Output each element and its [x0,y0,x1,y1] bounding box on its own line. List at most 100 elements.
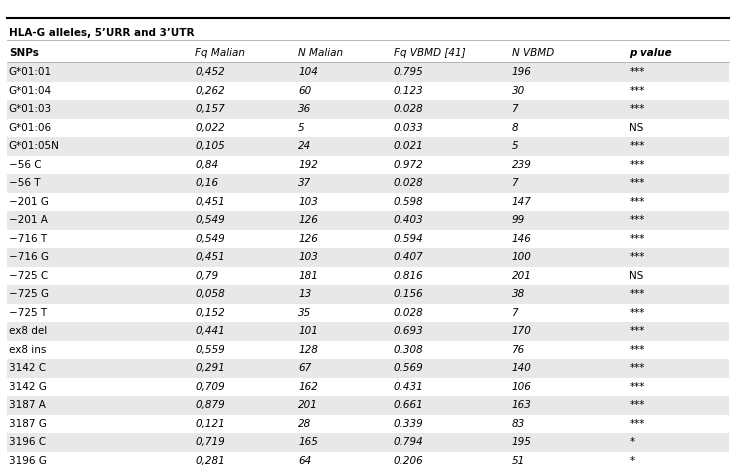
Text: ***: *** [629,289,645,299]
Text: 0,121: 0,121 [195,419,224,429]
Text: 162: 162 [298,382,318,392]
Text: ***: *** [629,400,645,410]
Text: ***: *** [629,86,645,96]
Text: *: * [629,456,634,466]
Text: 0.028: 0.028 [394,178,423,188]
Text: 0.598: 0.598 [394,197,423,207]
Text: 0.795: 0.795 [394,67,423,77]
Bar [7,322,729,340]
Text: 0,452: 0,452 [195,67,224,77]
Text: NS: NS [629,123,644,133]
Text: SNPs: SNPs [9,48,39,58]
Text: −725 C: −725 C [9,271,48,281]
Text: 0.693: 0.693 [394,326,423,336]
Text: 0,281: 0,281 [195,456,224,466]
Text: 60: 60 [298,86,311,96]
Text: ***: *** [629,234,645,244]
Text: 0.594: 0.594 [394,234,423,244]
Text: 140: 140 [512,363,531,373]
Text: 0,79: 0,79 [195,271,218,281]
Text: ***: *** [629,382,645,392]
Text: −716 G: −716 G [9,252,49,262]
Text: 103: 103 [298,197,318,207]
Text: −725 G: −725 G [9,289,49,299]
Text: NS: NS [629,271,644,281]
Text: ex8 ins: ex8 ins [9,345,46,355]
Text: G*01:05N: G*01:05N [9,141,60,151]
Text: G*01:06: G*01:06 [9,123,52,133]
Text: 0,105: 0,105 [195,141,224,151]
Text: 28: 28 [298,419,311,429]
Text: 5: 5 [298,123,305,133]
Text: −716 T: −716 T [9,234,47,244]
Text: *: * [629,437,634,447]
Text: 0,058: 0,058 [195,289,224,299]
Text: 0,451: 0,451 [195,197,224,207]
Text: 8: 8 [512,123,518,133]
Text: 0,879: 0,879 [195,400,224,410]
Text: 3187 A: 3187 A [9,400,46,410]
Text: 83: 83 [512,419,525,429]
Text: 0.033: 0.033 [394,123,423,133]
Text: p value: p value [629,48,672,58]
Text: 7: 7 [512,104,518,114]
Text: ***: *** [629,197,645,207]
Text: 181: 181 [298,271,318,281]
Text: 100: 100 [512,252,531,262]
Text: 3142 C: 3142 C [9,363,46,373]
Text: ***: *** [629,363,645,373]
Text: 30: 30 [512,86,525,96]
Text: 3196 C: 3196 C [9,437,46,447]
Text: Fq VBMD [41]: Fq VBMD [41] [394,48,465,58]
Text: ***: *** [629,326,645,336]
Text: 192: 192 [298,160,318,170]
Text: G*01:03: G*01:03 [9,104,52,114]
Text: 0,441: 0,441 [195,326,224,336]
Text: 3142 G: 3142 G [9,382,46,392]
Text: 147: 147 [512,197,531,207]
Text: 163: 163 [512,400,531,410]
Bar [7,211,729,229]
Text: 0.123: 0.123 [394,86,423,96]
Text: 0.339: 0.339 [394,419,423,429]
Text: 0,549: 0,549 [195,215,224,225]
Text: 0.308: 0.308 [394,345,423,355]
Text: 0,559: 0,559 [195,345,224,355]
Text: 0,451: 0,451 [195,252,224,262]
Text: 170: 170 [512,326,531,336]
Text: 0.021: 0.021 [394,141,423,151]
Text: 103: 103 [298,252,318,262]
Text: −56 C: −56 C [9,160,41,170]
Text: ***: *** [629,215,645,225]
Bar [7,433,729,452]
Text: 196: 196 [512,67,531,77]
Text: 101: 101 [298,326,318,336]
Text: 99: 99 [512,215,525,225]
Bar [7,137,729,155]
Text: 0.028: 0.028 [394,104,423,114]
Bar [7,396,729,414]
Bar [7,100,729,118]
Text: 0.403: 0.403 [394,215,423,225]
Text: 0.028: 0.028 [394,308,423,318]
Text: 0,152: 0,152 [195,308,224,318]
Text: 106: 106 [512,382,531,392]
Text: G*01:01: G*01:01 [9,67,52,77]
Text: ex8 del: ex8 del [9,326,47,336]
Bar [7,285,729,303]
Text: 3196 G: 3196 G [9,456,46,466]
Text: 0,291: 0,291 [195,363,224,373]
Text: 51: 51 [512,456,525,466]
Bar [7,63,729,82]
Text: 0.661: 0.661 [394,400,423,410]
Text: 0,022: 0,022 [195,123,224,133]
Text: 126: 126 [298,234,318,244]
Text: 37: 37 [298,178,311,188]
Text: 7: 7 [512,178,518,188]
Text: ***: *** [629,419,645,429]
Text: 104: 104 [298,67,318,77]
Text: 24: 24 [298,141,311,151]
Text: G*01:04: G*01:04 [9,86,52,96]
Text: 0,719: 0,719 [195,437,224,447]
Text: 0,549: 0,549 [195,234,224,244]
